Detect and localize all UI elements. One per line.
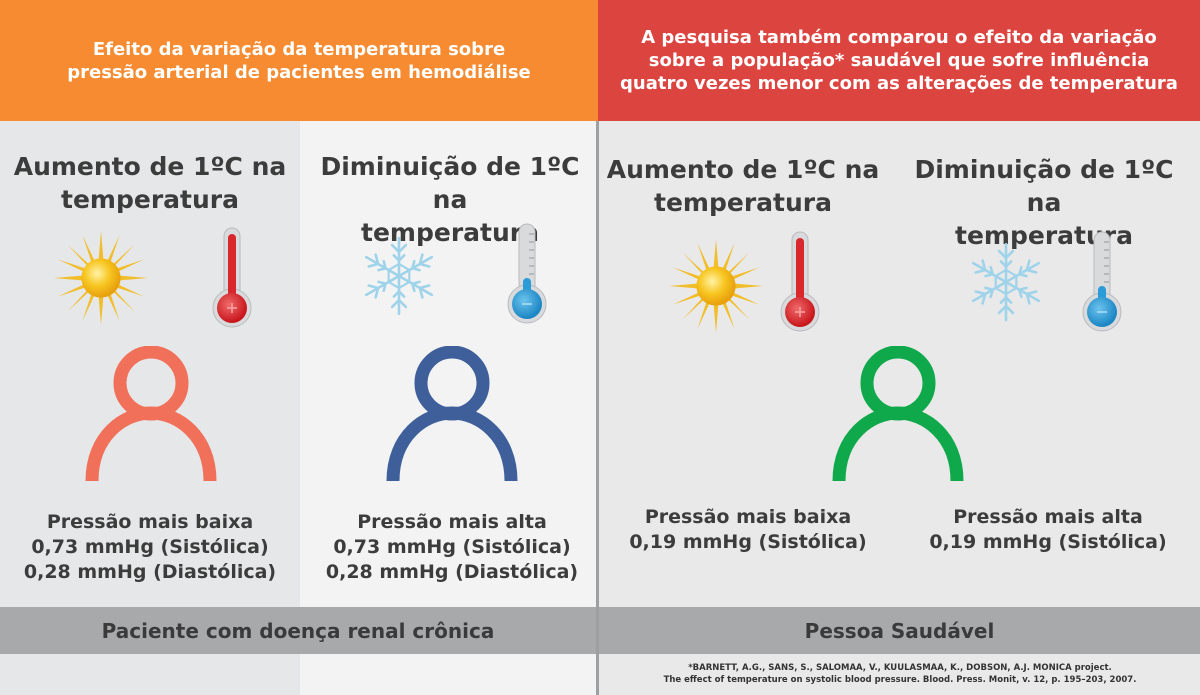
footer-label-patient: Paciente com doença renal crônica bbox=[0, 607, 596, 654]
result-increase-healthy: Pressão mais baixa 0,19 mmHg (Sistólica) bbox=[600, 505, 896, 555]
column-title-decrease-healthy: Diminuição de 1ºC na temperatura bbox=[914, 155, 1174, 250]
sun-icon bbox=[668, 238, 764, 334]
person-icon-healthy bbox=[831, 346, 965, 484]
header-right-text: A pesquisa também comparou o efeito da v… bbox=[620, 27, 1178, 94]
thermometer-cold-icon bbox=[507, 222, 547, 326]
footer-label-healthy: Pessoa Saudável bbox=[599, 607, 1200, 654]
column-title-increase-patient: Aumento de 1ºC na temperatura bbox=[13, 152, 287, 214]
thermometer-hot-icon bbox=[212, 226, 252, 330]
header-left-text: Efeito da variação da temperatura sobre … bbox=[67, 38, 531, 83]
result-line: Pressão mais baixa bbox=[644, 506, 852, 528]
column-title-decrease-patient: Diminuição de 1ºC na temperatura bbox=[320, 152, 580, 247]
person-icon-patient-increase bbox=[84, 346, 218, 484]
sun-icon bbox=[53, 230, 149, 326]
result-line: 0,19 mmHg (Sistólica) bbox=[629, 531, 867, 553]
column-title-increase-healthy: Aumento de 1ºC na temperatura bbox=[606, 155, 880, 217]
reference-line: *BARNETT, A.G., SANS, S., SALOMAA, V., K… bbox=[688, 663, 1112, 673]
thermometer-cold-icon bbox=[1082, 230, 1122, 334]
result-line: 0,73 mmHg (Sistólica) bbox=[333, 536, 571, 558]
result-decrease-healthy: Pressão mais alta 0,19 mmHg (Sistólica) bbox=[896, 505, 1200, 555]
result-line: 0,28 mmHg (Diastólica) bbox=[325, 561, 579, 583]
snowflake-icon bbox=[356, 233, 442, 319]
header-right: A pesquisa também comparou o efeito da v… bbox=[598, 0, 1200, 121]
result-line: 0,19 mmHg (Sistólica) bbox=[929, 531, 1167, 553]
snowflake-icon bbox=[963, 239, 1049, 325]
reference-line: The effect of temperature on systolic bl… bbox=[663, 675, 1137, 685]
thermometer-hot-icon bbox=[780, 230, 820, 334]
result-decrease-patient: Pressão mais alta 0,73 mmHg (Sistólica) … bbox=[300, 510, 604, 585]
footer-label-healthy-text: Pessoa Saudável bbox=[804, 618, 995, 643]
reference-citation: *BARNETT, A.G., SANS, S., SALOMAA, V., K… bbox=[610, 662, 1190, 686]
result-line: Pressão mais baixa bbox=[46, 511, 254, 533]
result-line: 0,28 mmHg (Diastólica) bbox=[23, 561, 277, 583]
result-line: 0,73 mmHg (Sistólica) bbox=[31, 536, 269, 558]
result-increase-patient: Pressão mais baixa 0,73 mmHg (Sistólica)… bbox=[0, 510, 300, 585]
footer-label-patient-text: Paciente com doença renal crônica bbox=[101, 618, 495, 643]
section-divider bbox=[596, 121, 599, 695]
header-left: Efeito da variação da temperatura sobre … bbox=[0, 0, 598, 121]
person-icon-patient-decrease bbox=[385, 346, 519, 484]
result-line: Pressão mais alta bbox=[953, 506, 1143, 528]
result-line: Pressão mais alta bbox=[357, 511, 547, 533]
